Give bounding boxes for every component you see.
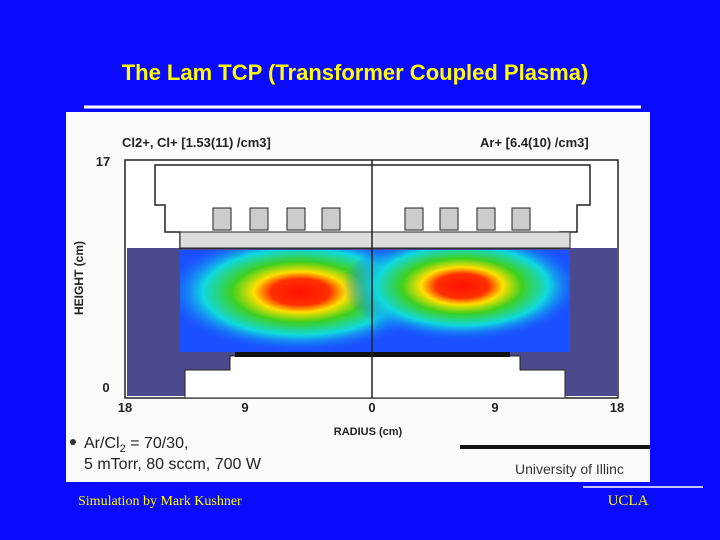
left-label: Cl2+, Cl+ [1.53(11) /cm3] (122, 135, 271, 150)
x-tick: 18 (118, 400, 132, 415)
x-tick: 9 (491, 400, 498, 415)
wafer-stage (184, 355, 566, 399)
right-label: Ar+ [6.4(10) /cm3] (480, 135, 589, 150)
dielectric-window (179, 231, 571, 249)
bullet-text: = 70/30, (126, 435, 189, 452)
coils (212, 207, 531, 231)
figure: Cl2+, Cl+ [1.53(11) /cm3] Ar+ [6.4(10) /… (66, 112, 650, 482)
bullet-dot (70, 439, 76, 445)
bullet-text: Ar/Cl (84, 435, 120, 452)
plasma-hotspot (342, 250, 570, 341)
x-tick: 0 (368, 400, 375, 415)
bullet-subscript: 2 (120, 443, 126, 455)
y-tick: 0 (102, 380, 109, 395)
bullet-line: 5 mTorr, 80 sccm, 700 W (84, 456, 262, 473)
credit: University of Illinc (515, 461, 624, 477)
y-axis-label: HEIGHT (cm) (72, 241, 86, 315)
title: The Lam TCP (Transformer Coupled Plasma) (122, 60, 589, 85)
bullet-line: Ar/Cl2 = 70/30, (84, 435, 188, 455)
x-tick: 18 (610, 400, 624, 415)
x-tick: 9 (241, 400, 248, 415)
x-axis-label: RADIUS (cm) (334, 426, 403, 438)
footer-left: Simulation by Mark Kushner (78, 494, 242, 509)
credit-rule (460, 445, 650, 449)
y-tick: 17 (96, 154, 110, 169)
footer-right: UCLA (608, 493, 649, 509)
